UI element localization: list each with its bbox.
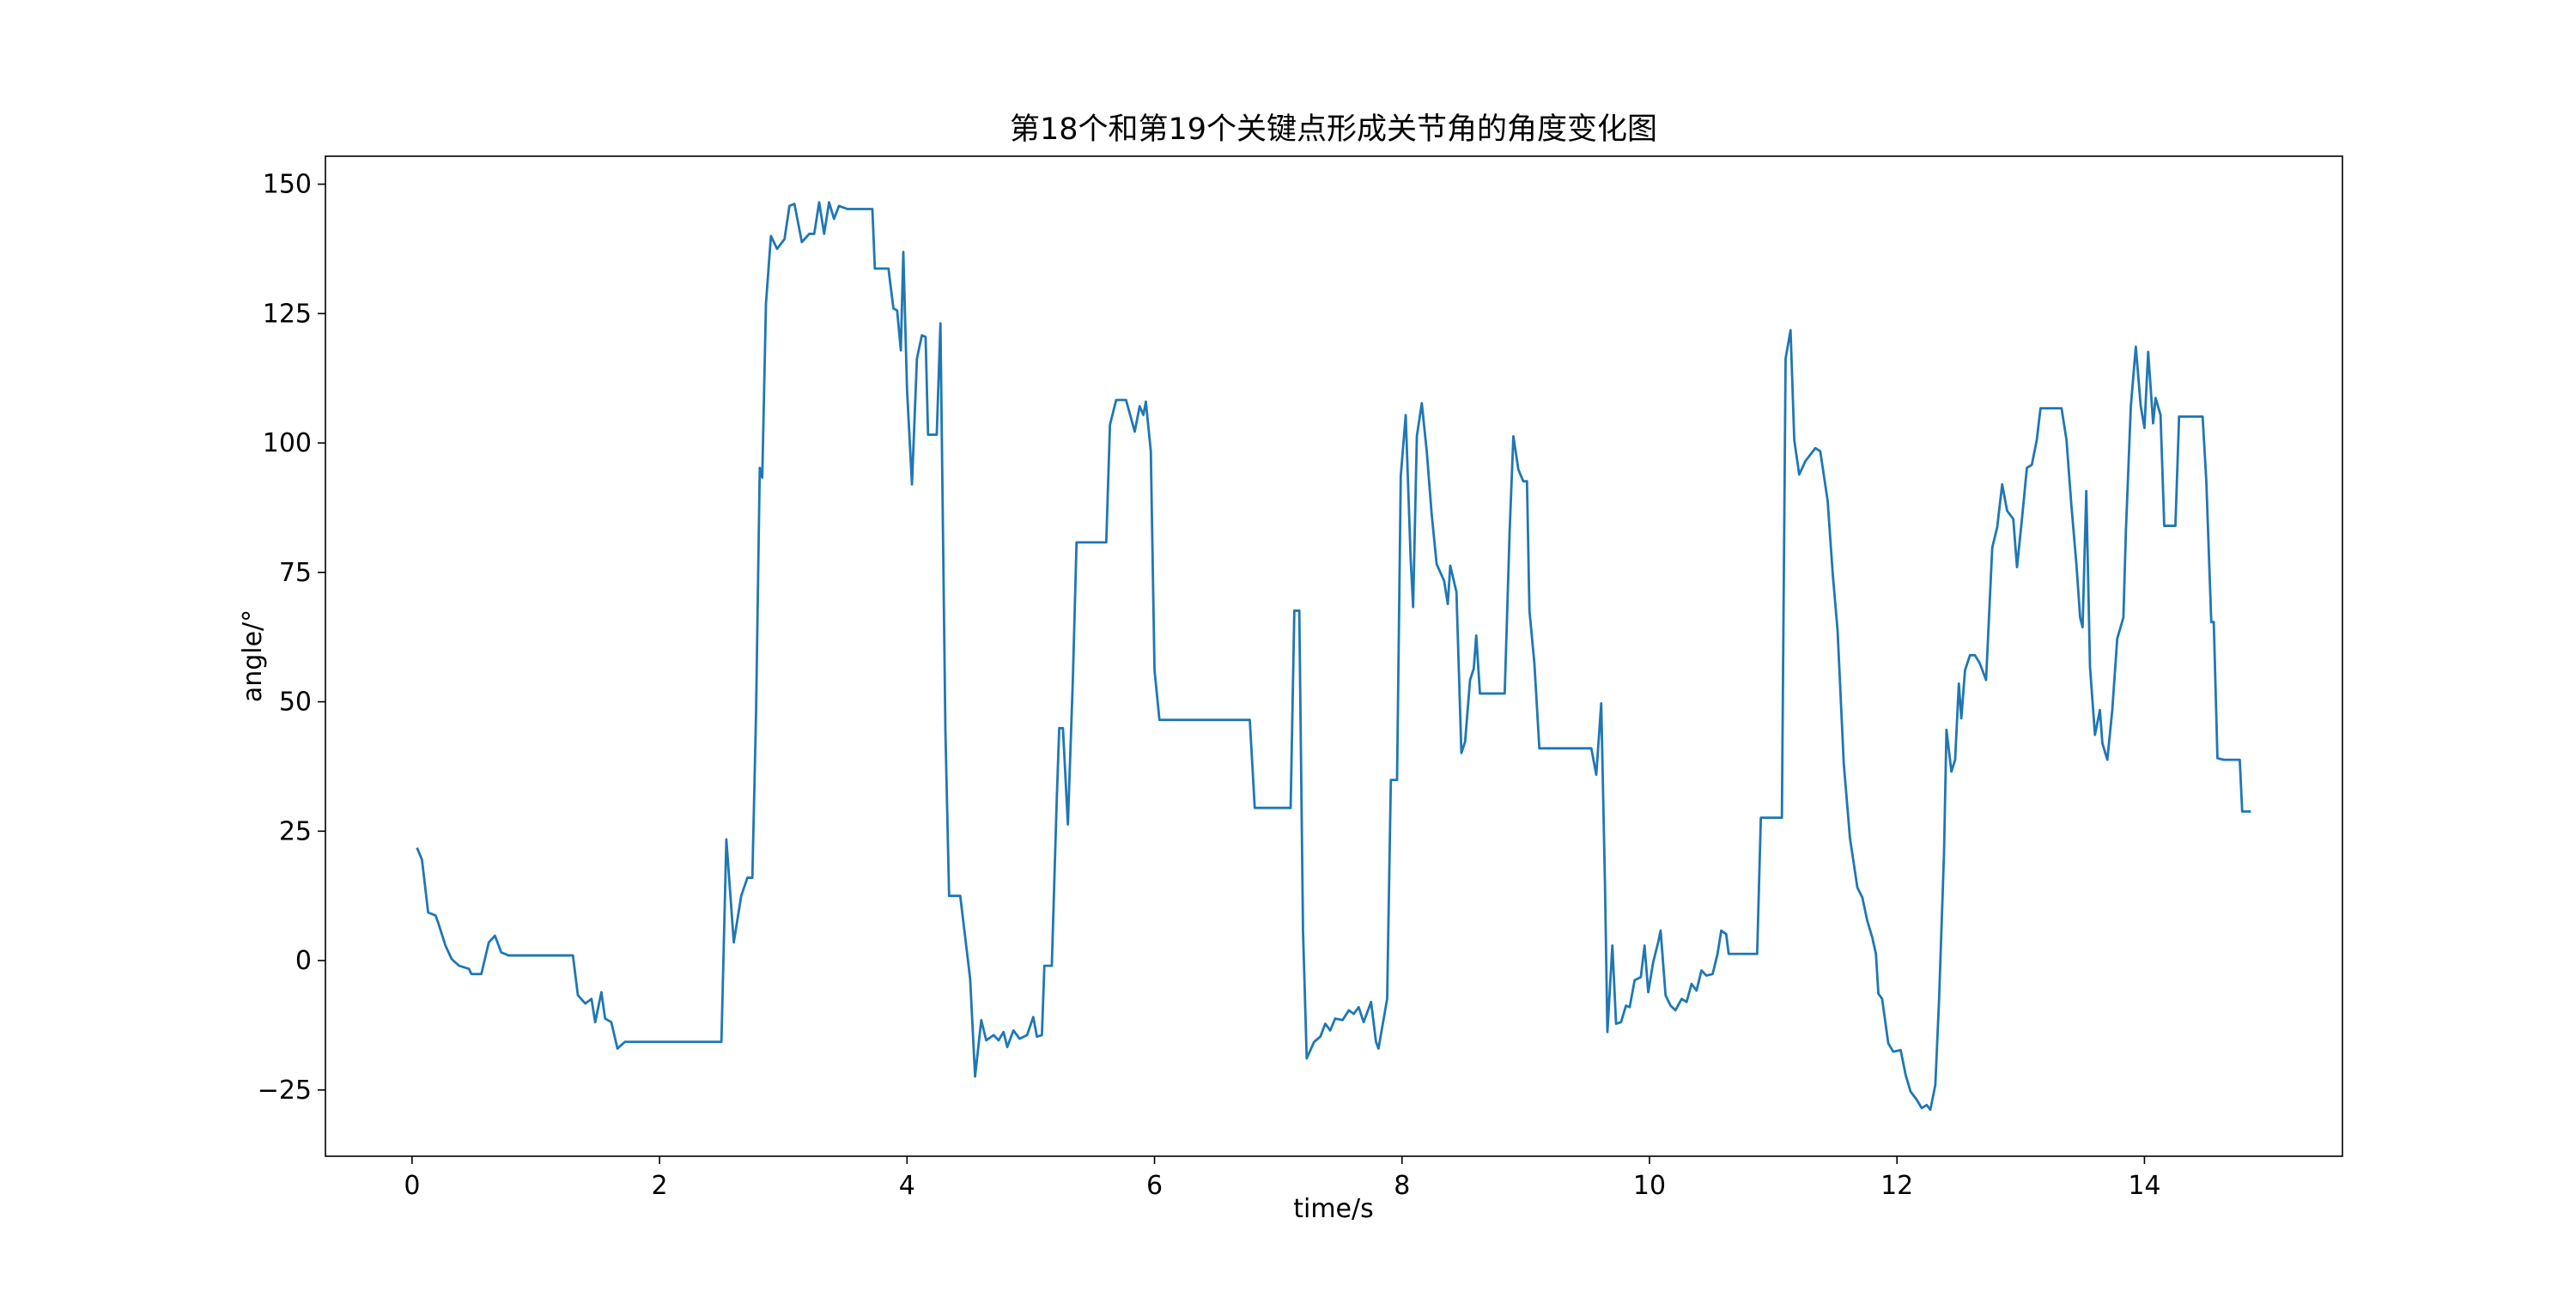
data-line [416,201,2251,1112]
x-tick-label: 14 [2128,1171,2160,1201]
y-tick-label: 50 [279,688,312,718]
x-tick-label: 0 [404,1171,420,1201]
y-axis-label: angle/° [238,609,268,702]
x-tick-label: 2 [652,1171,668,1201]
x-tick-label: 4 [899,1171,915,1201]
y-tick-label: 100 [263,428,312,458]
y-tick-label: 25 [279,816,312,846]
y-tick-label: 150 [263,170,312,200]
y-tick-label: 75 [279,558,312,588]
x-tick-label: 10 [1633,1171,1666,1201]
y-tick-label: 125 [263,299,312,329]
x-tick-label: 8 [1394,1171,1410,1201]
chart-title: 第18个和第19个关键点形成关节角的角度变化图 [1010,112,1657,147]
x-axis-label: time/s [1293,1194,1374,1224]
plot-frame [325,155,2343,1157]
x-tick-label: 6 [1146,1171,1163,1201]
x-tick-label: 12 [1880,1171,1913,1201]
y-tick-label: −25 [258,1076,312,1106]
y-tick-label: 0 [295,946,312,976]
